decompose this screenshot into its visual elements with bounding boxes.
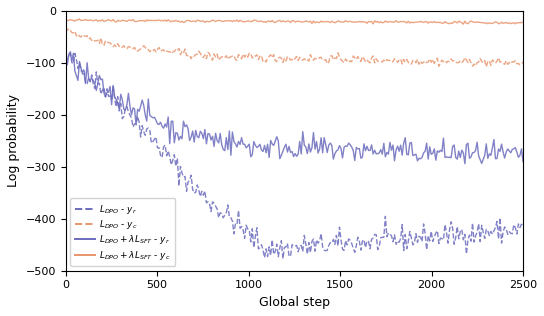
Legend: $L_{DPO}$ - $y_r$, $L_{DPO}$ - $y_c$, $L_{DPO} + \lambda L_{SFT}$ - $y_r$, $L_{D: $L_{DPO}$ - $y_r$, $L_{DPO}$ - $y_c$, $L… [70,198,175,266]
X-axis label: Global step: Global step [259,296,330,309]
Y-axis label: Log probability: Log probability [7,94,20,187]
